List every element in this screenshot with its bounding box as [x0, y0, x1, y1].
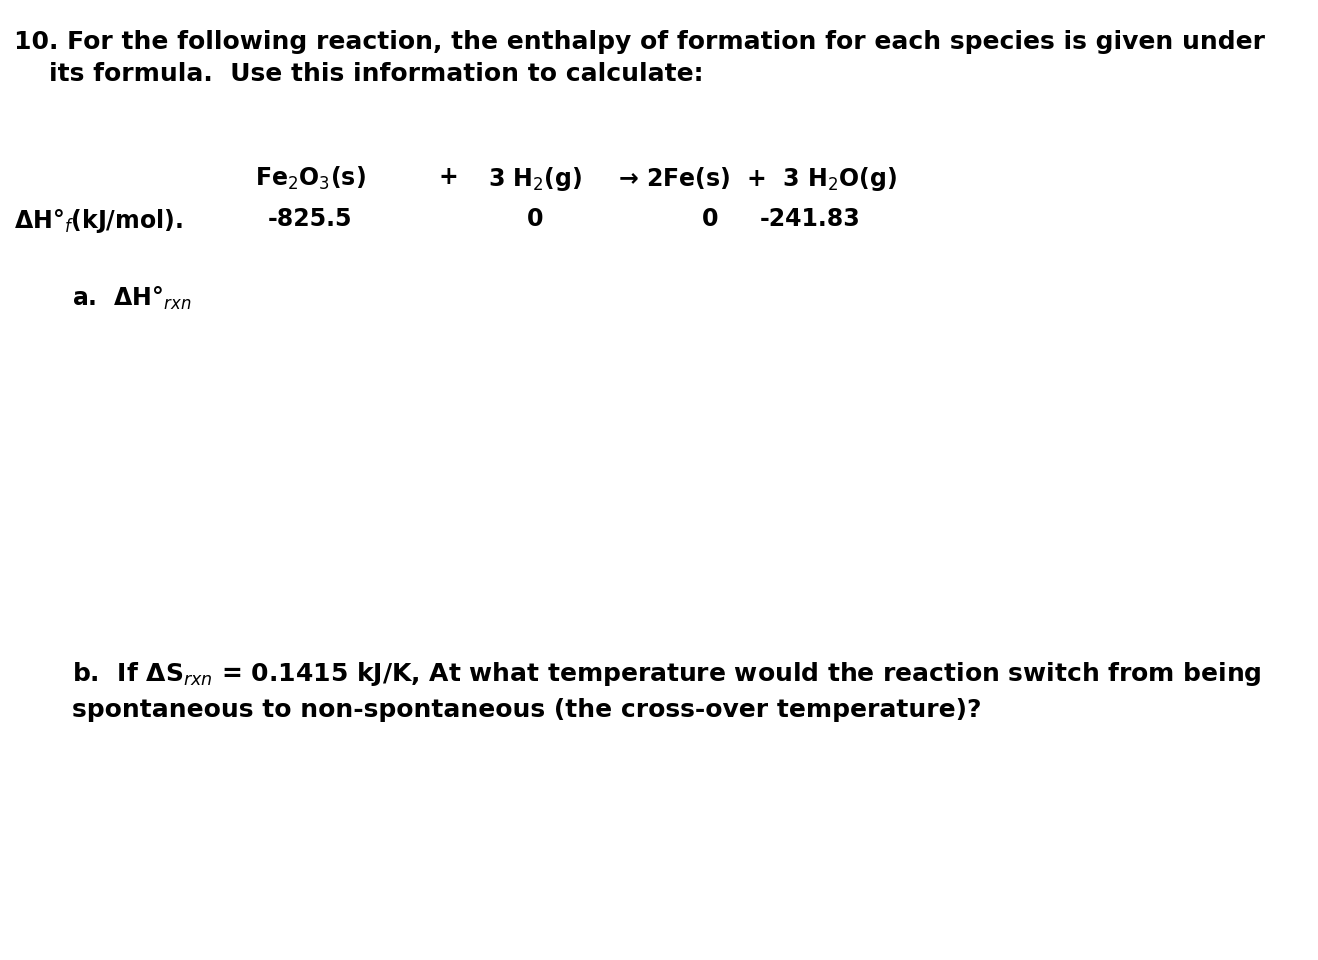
Text: ΔH°$_f$(kJ/mol).: ΔH°$_f$(kJ/mol). [14, 207, 183, 235]
Text: its formula.  Use this information to calculate:: its formula. Use this information to cal… [14, 62, 704, 86]
Text: -241.83: -241.83 [759, 207, 861, 231]
Text: spontaneous to non-spontaneous (the cross-over temperature)?: spontaneous to non-spontaneous (the cros… [72, 698, 982, 722]
Text: 0: 0 [527, 207, 543, 231]
Text: -825.5: -825.5 [268, 207, 352, 231]
Text: 10. For the following reaction, the enthalpy of formation for each species is gi: 10. For the following reaction, the enth… [14, 30, 1265, 54]
Text: a.  ΔH°$_{rxn}$: a. ΔH°$_{rxn}$ [72, 285, 191, 312]
Text: 0: 0 [701, 207, 718, 231]
Text: b.  If ΔS$_{rxn}$ = 0.1415 kJ/K, At what temperature would the reaction switch f: b. If ΔS$_{rxn}$ = 0.1415 kJ/K, At what … [72, 660, 1261, 688]
Text: +: + [438, 165, 457, 189]
Text: → 2Fe(s)  +  3 H$_2$O(g): → 2Fe(s) + 3 H$_2$O(g) [618, 165, 898, 193]
Text: 3 H$_2$(g): 3 H$_2$(g) [488, 165, 583, 193]
Text: Fe$_2$O$_3$(s): Fe$_2$O$_3$(s) [254, 165, 365, 192]
